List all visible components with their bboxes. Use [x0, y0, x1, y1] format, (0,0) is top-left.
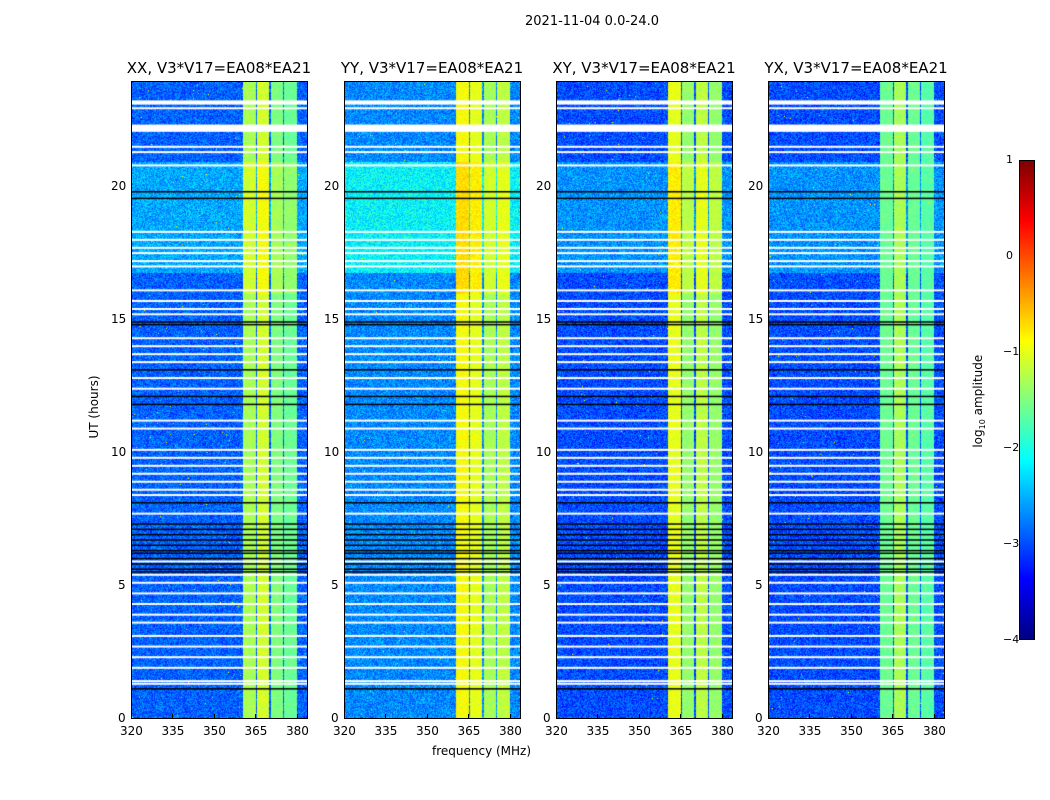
x-tick-label: 380 [710, 724, 734, 738]
y-tick-label: 10 [536, 445, 552, 460]
x-tick-mark [933, 714, 935, 719]
x-tick-label: 320 [333, 724, 356, 738]
waterfall-panel [768, 81, 945, 719]
x-tick-mark [344, 714, 345, 719]
y-tick-label: 5 [755, 578, 763, 593]
x-tick-mark [426, 714, 428, 719]
colorbar-label-tail: amplitude [970, 354, 985, 420]
waterfall-panel [344, 81, 521, 719]
panel-title: XX, V3*V17=EA08*EA21 [126, 59, 312, 77]
colorbar-tick-label: −4 [1003, 633, 1020, 646]
x-tick-label: 320 [545, 724, 568, 738]
colorbar-tick-label: −2 [1003, 441, 1020, 454]
x-tick-label: 350 [202, 724, 226, 738]
figure-suptitle: 2021-11-04 0.0-24.0 [525, 14, 659, 29]
x-tick-label: 335 [586, 724, 610, 738]
x-tick-label: 380 [498, 724, 522, 738]
panel-title: YY, V3*V17=EA08*EA21 [340, 59, 524, 77]
x-tick-mark [597, 714, 599, 719]
x-tick-mark [892, 714, 894, 719]
x-tick-label: 320 [120, 724, 143, 738]
heatmap-image [132, 82, 307, 718]
x-tick-mark [509, 714, 511, 719]
panel-title: XY, V3*V17=EA08*EA21 [552, 59, 736, 77]
y-tick-label: 10 [748, 445, 764, 460]
x-tick-label: 335 [798, 724, 822, 738]
x-tick-label: 335 [161, 724, 185, 738]
colorbar-tick-label: −3 [1003, 537, 1020, 550]
colorbar-tick-label: 1 [1006, 153, 1013, 166]
x-tick-label: 380 [285, 724, 309, 738]
y-tick-label: 10 [111, 445, 127, 460]
y-tick-label: 0 [118, 711, 126, 725]
y-tick-label: 0 [331, 711, 339, 725]
colorbar-label: log10 amplitude [971, 346, 987, 456]
y-axis-label: UT (hours) [87, 375, 101, 439]
y-tick-label: 15 [748, 312, 764, 327]
y-tick-label: 15 [324, 312, 340, 327]
y-tick-label: 15 [536, 312, 552, 327]
x-tick-mark [768, 714, 769, 719]
y-tick-label: 5 [543, 578, 551, 593]
x-tick-label: 365 [669, 724, 693, 738]
x-tick-mark [556, 714, 557, 719]
x-tick-label: 350 [415, 724, 439, 738]
heatmap-image [769, 82, 944, 718]
x-tick-label: 365 [881, 724, 905, 738]
y-tick-label: 5 [331, 578, 339, 593]
x-tick-mark [213, 714, 215, 719]
heatmap-image [345, 82, 520, 718]
y-tick-label: 20 [748, 179, 764, 194]
x-tick-mark [680, 714, 682, 719]
colorbar-tick-label: 0 [1006, 249, 1013, 262]
x-tick-mark [131, 714, 132, 719]
x-tick-mark [172, 714, 174, 719]
x-tick-label: 365 [244, 724, 268, 738]
y-tick-label: 20 [324, 179, 340, 194]
y-tick-label: 10 [324, 445, 340, 460]
waterfall-panel [556, 81, 733, 719]
x-tick-mark [850, 714, 852, 719]
y-tick-label: 0 [755, 711, 763, 725]
y-tick-label: 20 [111, 179, 127, 194]
colorbar [1019, 160, 1035, 640]
y-tick-label: 15 [111, 312, 127, 327]
heatmap-image [557, 82, 732, 718]
x-tick-label: 365 [457, 724, 481, 738]
x-tick-mark [468, 714, 470, 719]
x-tick-mark [721, 714, 723, 719]
colorbar-label-sub: 10 [978, 419, 988, 430]
x-tick-mark [809, 714, 811, 719]
colorbar-label-log: log [970, 429, 985, 448]
waterfall-panel [131, 81, 308, 719]
colorbar-tick-label: −1 [1003, 345, 1020, 358]
x-tick-label: 320 [757, 724, 780, 738]
x-tick-mark [638, 714, 640, 719]
y-tick-label: 5 [118, 578, 126, 593]
x-axis-label: frequency (MHz) [432, 744, 532, 758]
x-tick-label: 335 [374, 724, 398, 738]
x-tick-mark [255, 714, 257, 719]
x-tick-label: 350 [627, 724, 651, 738]
x-tick-label: 350 [839, 724, 863, 738]
x-tick-mark [385, 714, 387, 719]
x-tick-mark [296, 714, 298, 719]
y-tick-label: 20 [536, 179, 552, 194]
panel-title: YX, V3*V17=EA08*EA21 [764, 59, 948, 77]
x-tick-label: 380 [922, 724, 946, 738]
y-tick-label: 0 [543, 711, 551, 725]
